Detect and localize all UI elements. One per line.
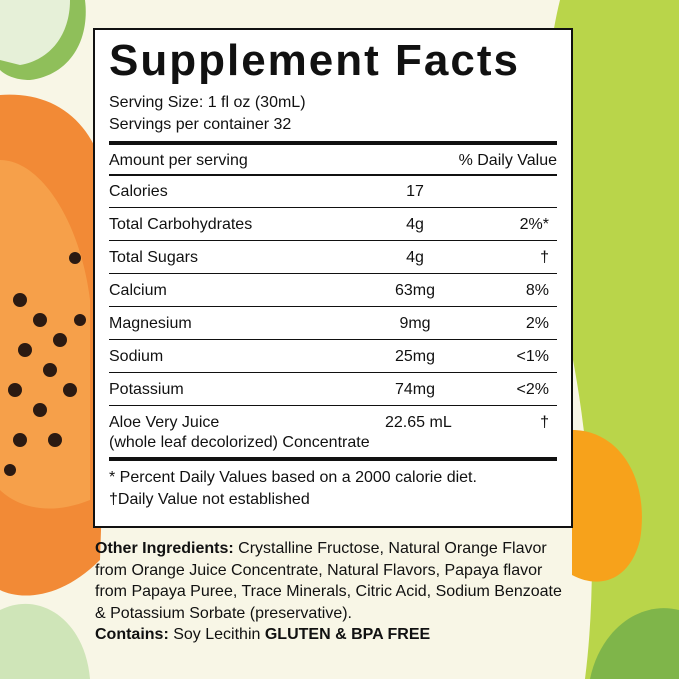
nutrient-name: Total Carbohydrates <box>109 216 253 233</box>
nutrient-amount: 74mg <box>394 381 436 398</box>
nutrient-note: (whole leaf decolorized) Concentrate <box>109 434 370 451</box>
nutrient-name: Magnesium <box>109 315 192 332</box>
nutrient-daily-value: 2% <box>525 315 549 332</box>
nutrient-name: Calcium <box>109 282 167 299</box>
rule <box>109 207 557 208</box>
nutrient-name: Aloe Very Juice <box>109 414 220 431</box>
nutrient-name: Potassium <box>109 381 184 398</box>
other-label: Other Ingredients: <box>95 540 234 557</box>
aloe-top-inner <box>0 0 70 65</box>
nutrient-daily-value: † <box>540 249 549 266</box>
header-amount: Amount per serving <box>109 152 248 169</box>
nutrient-daily-value: † <box>540 414 549 431</box>
rule <box>109 273 557 274</box>
rule <box>109 339 557 340</box>
contains-label: Contains: <box>95 626 169 643</box>
nutrient-daily-value: <2% <box>516 381 549 398</box>
nutrient-name: Calories <box>109 183 168 200</box>
nutrient-amount: 17 <box>406 183 424 200</box>
orange <box>572 430 642 582</box>
ingredients: Other Ingredients: Crystalline Fructose,… <box>95 538 575 646</box>
nutrient-amount: 25mg <box>394 348 436 365</box>
nutrient-daily-value: 8% <box>525 282 549 299</box>
nutrient-amount: 9mg <box>399 315 431 332</box>
nutrient-name: Sodium <box>109 348 164 365</box>
seeds <box>4 252 86 476</box>
rule <box>109 457 557 461</box>
rule <box>109 372 557 373</box>
aloe-bottom-right <box>590 608 679 679</box>
rule <box>109 405 557 406</box>
title: Supplement Facts <box>109 36 520 85</box>
header-daily-value: % Daily Value <box>458 152 557 169</box>
footnote: †Daily Value not established <box>109 491 310 508</box>
green-shape <box>545 0 679 679</box>
facts-panel: Supplement Facts Serving Size: 1 fl oz (… <box>93 28 573 528</box>
rule <box>109 240 557 241</box>
rule <box>109 141 557 145</box>
serving-size: Serving Size: 1 fl oz (30mL) <box>109 94 306 111</box>
nutrient-amount: 4g <box>406 216 424 233</box>
servings-per-container: Servings per container 32 <box>109 116 292 133</box>
rule <box>109 306 557 307</box>
footnote: * Percent Daily Values based on a 2000 c… <box>109 469 477 486</box>
rule <box>109 174 557 176</box>
nutrient-name: Total Sugars <box>109 249 198 266</box>
nutrient-daily-value: <1% <box>516 348 549 365</box>
papaya-inner <box>0 160 90 509</box>
free-text: GLUTEN & BPA FREE <box>264 626 431 643</box>
nutrient-amount: 22.65 mL <box>385 414 452 431</box>
nutrient-amount: 63mg <box>394 282 436 299</box>
contains-text: Soy Lecithin <box>173 626 261 643</box>
aloe-bottom <box>0 603 90 679</box>
nutrient-daily-value: 2%* <box>519 216 549 233</box>
other-text: Crystalline Fructose, Natural Orange Fla… <box>95 540 562 622</box>
nutrient-amount: 4g <box>406 249 424 266</box>
